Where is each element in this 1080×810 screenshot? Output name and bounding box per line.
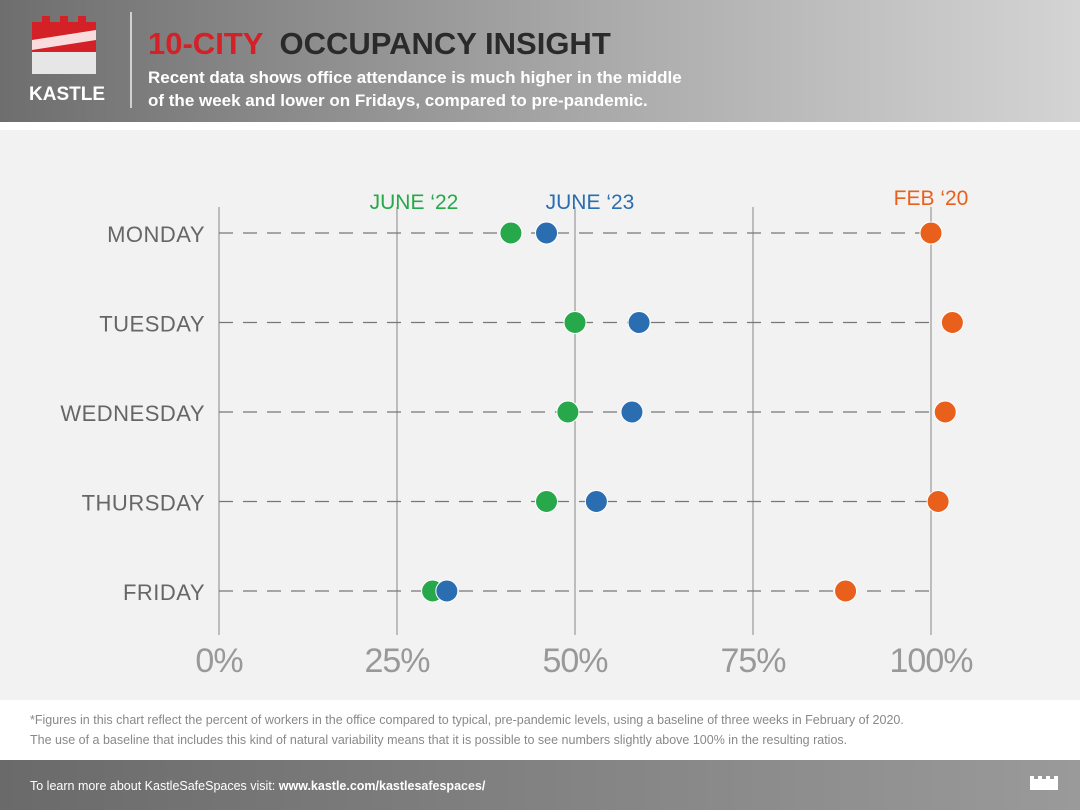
logo-icon — [32, 16, 96, 74]
x-tick-label: 25% — [364, 642, 430, 680]
logo-text: KASTLE — [29, 84, 105, 105]
y-tick-label: WEDNESDAY — [60, 401, 205, 426]
y-tick-label: THURSDAY — [82, 491, 205, 516]
dot — [535, 221, 559, 245]
y-tick-label: TUESDAY — [99, 312, 205, 337]
legend-label: JUNE ‘23 — [546, 191, 635, 214]
dot — [563, 311, 587, 334]
title-highlight: 10-CITY — [148, 26, 264, 61]
dot — [933, 400, 957, 424]
dot — [556, 400, 580, 424]
dot — [535, 490, 559, 513]
dot — [620, 400, 644, 424]
dot — [940, 311, 964, 334]
footnote-line: The use of a baseline that includes this… — [30, 733, 847, 747]
y-tick-label: FRIDAY — [123, 580, 205, 605]
dot — [435, 579, 459, 603]
subtitle-line: of the week and lower on Fridays, compar… — [148, 91, 648, 110]
dot — [499, 221, 523, 245]
footer-bg — [0, 760, 1080, 810]
dot — [627, 311, 651, 334]
plot: 0% 25% 50% 75% 100% MONDAY TUESDAY WEDNESDAY THU… — [60, 187, 974, 680]
footer-label: To learn more about KastleSafeSpaces vis… — [30, 779, 279, 793]
x-tick-label: 75% — [720, 642, 786, 680]
title-rest: OCCUPANCY INSIGHT — [279, 26, 610, 61]
dot — [584, 490, 608, 513]
footer-icon — [1030, 776, 1058, 790]
y-tick-label: MONDAY — [107, 222, 205, 247]
header-bg — [0, 0, 1080, 122]
x-tick-label: 100% — [890, 642, 974, 680]
subtitle-line: Recent data shows office attendance is m… — [148, 68, 682, 87]
footnote-line: *Figures in this chart reflect the perce… — [30, 713, 904, 727]
dot — [834, 579, 858, 603]
legend-label: FEB ‘20 — [894, 187, 969, 210]
x-tick-label: 50% — [542, 642, 608, 680]
dot — [919, 221, 943, 245]
x-tick-label: 0% — [195, 642, 243, 680]
footer-text: To learn more about KastleSafeSpaces vis… — [30, 779, 486, 793]
title: 10-CITY OCCUPANCY INSIGHT — [148, 26, 611, 61]
legend-label: JUNE ‘22 — [370, 191, 459, 214]
footer-link[interactable]: www.kastle.com/kastlesafespaces/ — [278, 779, 486, 793]
dot — [926, 490, 950, 513]
